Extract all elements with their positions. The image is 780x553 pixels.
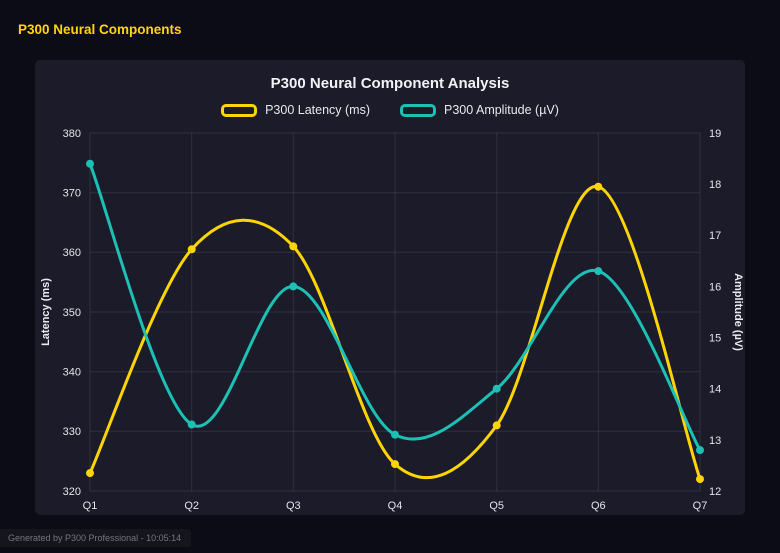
amplitude-data-point[interactable] [594, 267, 603, 276]
amplitude-data-point[interactable] [696, 446, 704, 455]
amplitude-data-point[interactable] [289, 282, 298, 291]
legend-item-latency[interactable]: P300 Latency (ms) [221, 103, 370, 117]
latency-data-point[interactable] [391, 460, 399, 469]
right-tick-label: 15 [709, 332, 721, 344]
right-tick-label: 12 [709, 486, 721, 498]
chart-panel: P300 Neural Component Analysis P300 Late… [35, 60, 745, 515]
x-tick-label: Q6 [591, 500, 606, 512]
right-axis-title: Amplitude (µV) [732, 273, 744, 351]
left-tick-label: 330 [63, 426, 81, 438]
latency-data-point[interactable] [289, 242, 298, 251]
left-tick-label: 380 [63, 128, 81, 140]
left-tick-label: 350 [63, 307, 81, 319]
chart-svg: 320 330 340 350 360 370 380 12 13 14 15 16 17 18 19 Q1 Q… [40, 128, 744, 512]
chart-title: P300 Neural Component Analysis [270, 75, 510, 92]
latency-legend-label: P300 Latency (ms) [265, 103, 370, 117]
line-chart: 320 330 340 350 360 370 380 12 13 14 15 16 17 18 19 Q1 Q… [35, 122, 745, 519]
latency-data-point[interactable] [187, 245, 196, 254]
x-tick-label: Q4 [388, 500, 403, 512]
x-tick-label: Q3 [286, 500, 301, 512]
right-tick-label: 14 [709, 384, 721, 396]
latency-legend-swatch [221, 103, 258, 117]
legend-item-amplitude[interactable]: P300 Amplitude (µV) [400, 103, 559, 117]
right-tick-label: 18 [709, 179, 721, 191]
chart-legend: P300 Latency (ms) P300 Amplitude (µV) [35, 102, 745, 118]
amplitude-legend-label: P300 Amplitude (µV) [444, 103, 559, 117]
right-tick-label: 13 [709, 435, 721, 447]
latency-data-point[interactable] [594, 182, 603, 191]
left-tick-label: 320 [63, 486, 81, 498]
x-tick-label: Q2 [184, 500, 199, 512]
footer-note: Generated by P300 Professional - 10:05:1… [0, 529, 192, 547]
right-tick-label: 16 [709, 281, 721, 293]
right-tick-label: 19 [709, 128, 721, 140]
page-header-title: P300 Neural Components [18, 22, 182, 37]
left-axis-title: Latency (ms) [40, 278, 52, 346]
latency-data-point[interactable] [696, 475, 704, 484]
left-tick-label: 360 [63, 247, 81, 259]
latency-data-point[interactable] [86, 469, 94, 478]
amplitude-data-point[interactable] [187, 420, 196, 429]
left-tick-label: 340 [63, 367, 81, 379]
amplitude-data-point[interactable] [492, 384, 501, 393]
latency-data-point[interactable] [492, 421, 501, 430]
x-tick-label: Q1 [83, 500, 98, 512]
left-tick-label: 370 [63, 188, 81, 200]
x-tick-label: Q7 [693, 500, 708, 512]
amplitude-data-point[interactable] [391, 430, 399, 439]
x-tick-label: Q5 [489, 500, 504, 512]
right-tick-label: 17 [709, 230, 721, 242]
amplitude-legend-swatch [400, 103, 436, 117]
amplitude-data-point[interactable] [86, 159, 94, 168]
